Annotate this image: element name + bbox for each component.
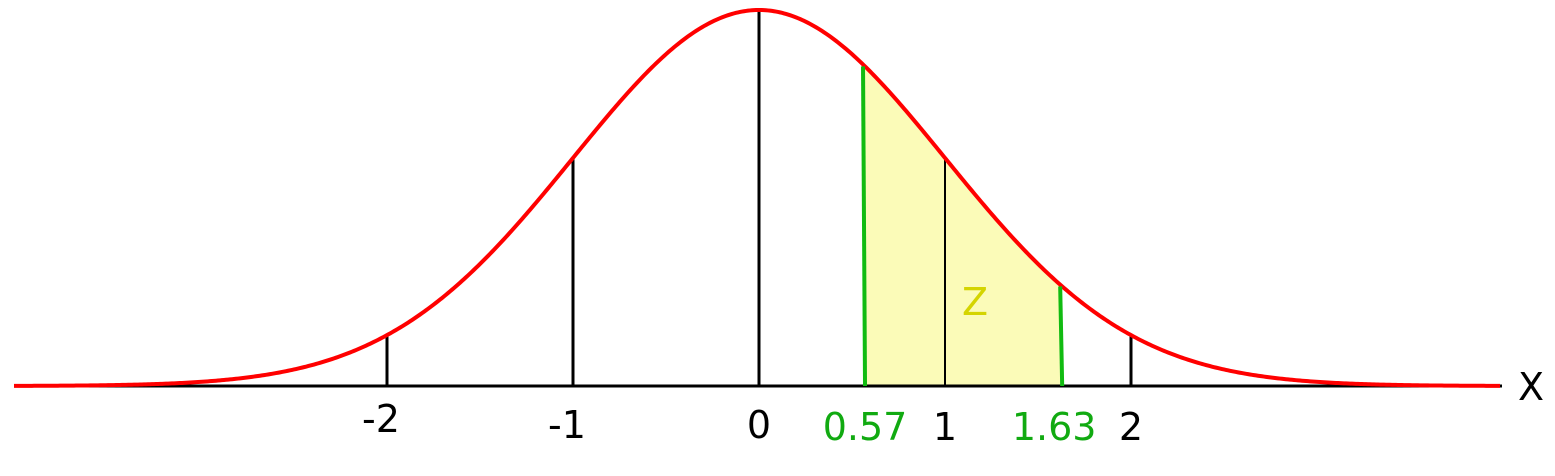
tick-label-0: 0 — [747, 403, 771, 447]
shaded-area-region — [865, 66, 1063, 386]
bound-lines — [861, 66, 1065, 387]
tick-label--2: -2 — [362, 397, 400, 441]
upper-bound-label: 1.63 — [1012, 405, 1097, 449]
normal-curve — [13, 8, 1501, 388]
x-axis-name: X — [1518, 365, 1544, 409]
lower-bound-label: 0.57 — [823, 405, 908, 449]
tick-label--1: -1 — [548, 403, 586, 447]
area-label: Z — [962, 280, 988, 324]
tick-label-2: 2 — [1119, 405, 1143, 449]
tick-lines — [385, 10, 1133, 386]
upper-bound-line — [1058, 286, 1065, 387]
tick-labels: -2 -1 0 1 2 — [362, 397, 1143, 449]
tick-label-1: 1 — [933, 405, 957, 449]
lower-bound-line — [861, 66, 868, 387]
